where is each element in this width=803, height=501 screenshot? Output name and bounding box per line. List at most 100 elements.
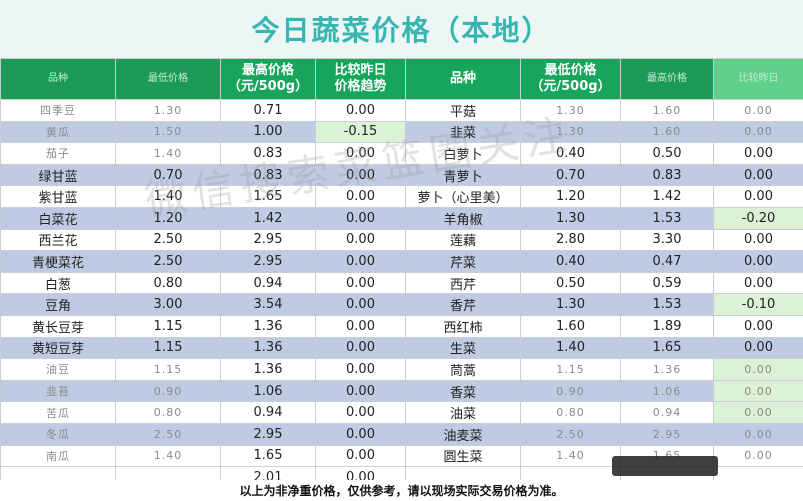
table-cell: 0.90 bbox=[520, 379, 621, 403]
table-row: 紫甘蓝 1.40 1.65 0.00 萝卜（心里美） 1.20 1.42 0.00 bbox=[0, 185, 803, 208]
table-cell: 0.00 bbox=[315, 293, 406, 316]
table-cell: 西芹 bbox=[405, 271, 521, 295]
table-cell: 黄瓜 bbox=[0, 120, 116, 144]
table-cell: 0.00 bbox=[713, 99, 803, 122]
table-cell: 豆角 bbox=[0, 293, 116, 316]
table-cell: 0.00 bbox=[713, 358, 803, 381]
table-cell: 1.42 bbox=[220, 206, 316, 230]
table-cell: 油豆 bbox=[0, 358, 116, 381]
table-row: 豆角 3.00 3.54 0.00 香芹 1.30 1.53 -0.10 bbox=[0, 293, 803, 316]
table-row: 青梗菜花 2.50 2.95 0.00 芹菜 0.40 0.47 0.00 bbox=[0, 250, 803, 273]
table-cell: 芹菜 bbox=[405, 250, 521, 273]
table-cell: 紫甘蓝 bbox=[0, 185, 116, 208]
table-row: 西兰花 2.50 2.95 0.00 莲藕 2.80 3.30 0.00 bbox=[0, 228, 803, 252]
table-cell: 0.00 bbox=[713, 142, 803, 165]
table-cell: 绿甘蓝 bbox=[0, 163, 116, 187]
table-cell: 南瓜 bbox=[0, 444, 116, 468]
table-cell: 1.06 bbox=[220, 379, 316, 403]
table-cell: 0.40 bbox=[520, 142, 621, 165]
table-cell: 0.00 bbox=[713, 422, 803, 446]
table-cell: 1.40 bbox=[115, 444, 221, 468]
table-cell: 0.50 bbox=[520, 271, 621, 295]
table-cell: 2.95 bbox=[220, 228, 316, 252]
table-cell: 0.80 bbox=[520, 401, 621, 424]
table-cell: 白菜花 bbox=[0, 206, 116, 230]
table-cell: 0.00 bbox=[713, 401, 803, 424]
table-cell: 1.65 bbox=[620, 336, 714, 360]
table-cell: 0.00 bbox=[713, 163, 803, 187]
table-row: 苦瓜 0.80 0.94 0.00 油菜 0.80 0.94 0.00 bbox=[0, 401, 803, 424]
table-cell: 四季豆 bbox=[0, 99, 116, 122]
table-row: 韭苔 0.90 1.06 0.00 香菜 0.90 1.06 0.00 bbox=[0, 379, 803, 403]
table-cell: 1.53 bbox=[620, 293, 714, 316]
table-cell: 1.60 bbox=[620, 99, 714, 122]
table-cell: 1.65 bbox=[220, 444, 316, 468]
table-cell: 0.00 bbox=[713, 250, 803, 273]
table-cell: 青萝卜 bbox=[405, 163, 521, 187]
table-cell: 1.00 bbox=[220, 120, 316, 144]
table-cell: 0.00 bbox=[315, 99, 406, 122]
table-body: 四季豆 1.30 0.71 0.00 平菇 1.30 1.60 0.00 黄瓜 1.50 1.00-… bbox=[0, 99, 803, 489]
table-cell: 西兰花 bbox=[0, 228, 116, 252]
table-cell: 1.36 bbox=[220, 358, 316, 381]
table-cell: 0.50 bbox=[620, 142, 714, 165]
table-cell: 2.95 bbox=[620, 422, 714, 446]
price-table: 品种 最低价格 最高价格 （元/500g） 比较昨日 价格趋势 品种 最低价格 （元/… bbox=[0, 58, 803, 489]
table-cell: 1.60 bbox=[520, 314, 621, 338]
table-cell: 0.00 bbox=[315, 358, 406, 381]
table-cell: 3.30 bbox=[620, 228, 714, 252]
table-cell: 0.00 bbox=[713, 314, 803, 338]
table-cell: -0.15 bbox=[315, 120, 406, 144]
table-cell: 0.94 bbox=[220, 401, 316, 424]
table-row: 油豆 1.15 1.36 0.00 茼蒿 1.15 1.36 0.00 bbox=[0, 358, 803, 381]
table-cell: 1.53 bbox=[620, 206, 714, 230]
table-cell: 0.94 bbox=[220, 271, 316, 295]
table-cell: 苦瓜 bbox=[0, 401, 116, 424]
table-cell: 0.00 bbox=[713, 271, 803, 295]
table-row: 绿甘蓝 0.70 0.83 0.00 青萝卜 0.70 0.83 0.00 bbox=[0, 163, 803, 187]
table-cell: 圆生菜 bbox=[405, 444, 521, 468]
table-cell: 1.15 bbox=[115, 314, 221, 338]
header-variety-right: 品种 bbox=[405, 58, 521, 100]
table-cell: 2.50 bbox=[115, 250, 221, 273]
table-cell: 生菜 bbox=[405, 336, 521, 360]
table-cell: 0.00 bbox=[315, 271, 406, 295]
table-cell: 0.00 bbox=[713, 444, 803, 468]
table-cell: 0.70 bbox=[115, 163, 221, 187]
table-cell: 2.50 bbox=[115, 422, 221, 446]
table-cell: 0.00 bbox=[315, 336, 406, 360]
table-cell: 1.30 bbox=[520, 99, 621, 122]
table-cell: 2.50 bbox=[115, 228, 221, 252]
table-cell: 0.00 bbox=[713, 120, 803, 144]
table-cell: 0.40 bbox=[520, 250, 621, 273]
table-cell: 0.00 bbox=[315, 142, 406, 165]
table-cell: 3.00 bbox=[115, 293, 221, 316]
table-cell: 0.00 bbox=[315, 250, 406, 273]
table-cell: 1.36 bbox=[220, 314, 316, 338]
table-cell: 茄子 bbox=[0, 142, 116, 165]
table-header: 品种 最低价格 最高价格 （元/500g） 比较昨日 价格趋势 品种 最低价格 （元/… bbox=[0, 58, 803, 100]
table-cell: 萝卜（心里美） bbox=[405, 185, 521, 208]
table-cell: 0.71 bbox=[220, 99, 316, 122]
header-min-price-right: 最低价格 （元/500g） bbox=[520, 58, 621, 100]
table-cell: 1.15 bbox=[115, 358, 221, 381]
table-cell: 0.00 bbox=[713, 185, 803, 208]
table-cell: 1.20 bbox=[115, 206, 221, 230]
table-cell: 1.15 bbox=[115, 336, 221, 360]
table-cell: 香芹 bbox=[405, 293, 521, 316]
table-cell: -0.20 bbox=[713, 206, 803, 230]
table-cell: 1.60 bbox=[620, 120, 714, 144]
table-cell: 1.36 bbox=[620, 358, 714, 381]
table-cell: 0.83 bbox=[620, 163, 714, 187]
table-cell: 韭苔 bbox=[0, 379, 116, 403]
table-cell: 0.47 bbox=[620, 250, 714, 273]
table-cell: 3.54 bbox=[220, 293, 316, 316]
table-cell: 0.83 bbox=[220, 163, 316, 187]
header-trend-left: 比较昨日 价格趋势 bbox=[315, 58, 406, 100]
table-cell: 1.50 bbox=[115, 120, 221, 144]
header-variety-left: 品种 bbox=[0, 58, 116, 100]
table-cell: 0.00 bbox=[315, 444, 406, 468]
table-cell: 油菜 bbox=[405, 401, 521, 424]
header-max-price-right: 最高价格 bbox=[620, 58, 714, 100]
table-cell: 0.83 bbox=[220, 142, 316, 165]
